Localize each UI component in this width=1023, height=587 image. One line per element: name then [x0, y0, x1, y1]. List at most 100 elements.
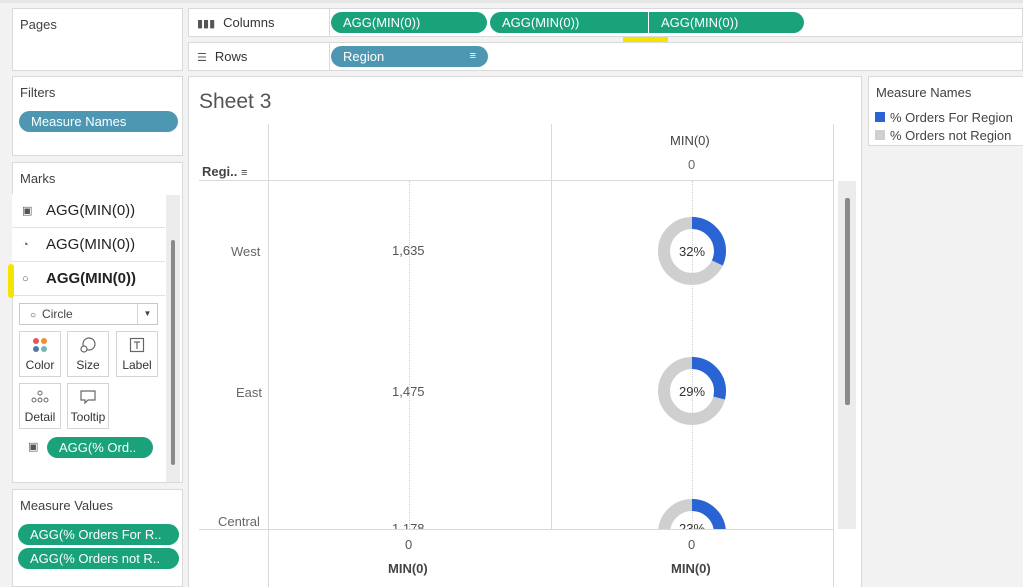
sheet-title: Sheet 3: [199, 90, 272, 113]
columns-pill-3[interactable]: AGG(MIN(0)): [649, 12, 804, 33]
top-strip: [0, 0, 1023, 3]
sort-icon: ≡: [469, 50, 476, 62]
legend-label: % Orders not Region: [890, 128, 1012, 143]
rows-label-text: Rows: [214, 49, 248, 64]
percent-label-central: 23%: [678, 521, 706, 529]
marks-scrollbar[interactable]: [171, 240, 175, 465]
measure-value-pill-for-region[interactable]: AGG(% Orders For R..: [18, 524, 179, 545]
rows-icon: ☰: [197, 52, 207, 64]
row-header-label: Regi..: [202, 164, 238, 179]
zero-line-left: [409, 181, 410, 529]
tooltip-icon: [68, 384, 108, 410]
donut-west[interactable]: [656, 215, 728, 287]
highlight-marker-top: [623, 35, 668, 45]
region-label-central: Central: [218, 514, 260, 529]
label-card-label: Label: [122, 358, 152, 372]
size-icon: [68, 332, 108, 358]
donut-central[interactable]: [656, 497, 728, 529]
circle-icon: ○: [30, 310, 37, 321]
filter-pill-measure-names[interactable]: Measure Names: [19, 111, 178, 132]
columns-icon: ▮▮▮: [197, 18, 216, 30]
marks-label-pill[interactable]: AGG(% Ord..: [47, 437, 153, 458]
columns-shelf-label: ▮▮▮ Columns: [189, 9, 330, 36]
label-card[interactable]: Label: [116, 331, 158, 377]
color-card-label: Color: [25, 358, 55, 372]
tooltip-card-label: Tooltip: [70, 410, 106, 424]
rows-pill-region[interactable]: Region ≡: [331, 46, 488, 67]
text-icon: ▣: [28, 441, 39, 453]
mark-type-dropdown[interactable]: ○ Circle ▼: [19, 303, 158, 325]
size-card-label: Size: [76, 358, 100, 372]
donut-region-slice: [658, 357, 726, 425]
pie-icon: ◔: [22, 239, 29, 251]
pane-divider-middle: [551, 124, 552, 529]
legend-label: % Orders For Region: [890, 110, 1013, 125]
donut-east[interactable]: [656, 355, 728, 427]
donut-region-slice: [658, 217, 726, 285]
value-west: 1,635: [392, 243, 425, 258]
sort-icon: ≡: [241, 167, 248, 179]
region-label-west: West: [231, 244, 261, 259]
color-icon: [20, 332, 60, 358]
bottom-axis-line: [199, 529, 833, 530]
legend-swatch-blue: [875, 112, 885, 122]
measure-value-pill-not-region[interactable]: AGG(% Orders not R..: [18, 548, 179, 569]
columns-pill-2[interactable]: AGG(MIN(0)): [490, 12, 648, 33]
legend-panel: Measure Names % Orders For Region % Orde…: [868, 76, 1023, 146]
percent-label-west: 32%: [678, 244, 706, 259]
marks-row-pie[interactable]: ◔ AGG(MIN(0)): [12, 228, 165, 262]
donut-region-slice: [658, 499, 726, 529]
marks-row-label: AGG(MIN(0)): [46, 202, 136, 219]
color-card[interactable]: Color: [19, 331, 61, 377]
label-icon: [117, 332, 157, 358]
column-header-top: MIN(0): [670, 133, 710, 148]
header-underline: [199, 180, 833, 181]
circle-icon: ○: [22, 273, 29, 285]
column-header-top-value: 0: [688, 157, 696, 172]
marks-row-text[interactable]: ▣ AGG(MIN(0)): [12, 194, 165, 228]
legend-title: Measure Names: [876, 85, 972, 100]
chevron-down-icon: ▼: [137, 304, 157, 324]
legend-item-for-region[interactable]: % Orders For Region: [875, 110, 1013, 125]
marks-row-label: AGG(MIN(0)): [46, 270, 136, 287]
detail-card[interactable]: Detail: [19, 383, 61, 429]
filters-panel[interactable]: Filters Measure Names: [12, 76, 183, 156]
rows-shelf[interactable]: ☰ Rows: [188, 42, 1023, 71]
pane-divider-left: [268, 124, 269, 587]
detail-card-label: Detail: [24, 410, 56, 424]
rows-pill-label: Region: [343, 49, 385, 64]
bottom-axis-left-value: 0: [405, 537, 413, 552]
tooltip-card[interactable]: Tooltip: [67, 383, 109, 429]
row-header[interactable]: Regi.. ≡: [202, 164, 247, 179]
sheet-scrollbar[interactable]: [845, 198, 850, 405]
pane-divider-right: [833, 124, 834, 587]
region-label-east: East: [236, 385, 263, 400]
bottom-axis-left-label: MIN(0): [388, 561, 428, 576]
percent-label-east: 29%: [678, 384, 706, 399]
columns-pill-1[interactable]: AGG(MIN(0)): [331, 12, 487, 33]
text-icon: ▣: [22, 205, 33, 217]
measure-values-panel: Measure Values AGG(% Orders For R.. AGG(…: [12, 489, 183, 587]
zero-line-right: [692, 181, 693, 529]
pages-title: Pages: [20, 17, 57, 32]
marks-row-label: AGG(MIN(0)): [46, 236, 136, 253]
bottom-axis-right-label: MIN(0): [671, 561, 711, 576]
size-card[interactable]: Size: [67, 331, 109, 377]
rows-shelf-label: ☰ Rows: [189, 43, 330, 70]
value-east: 1,475: [392, 384, 425, 399]
column-pill-separator: [648, 12, 649, 33]
legend-swatch-gray: [875, 130, 885, 140]
legend-item-not-region[interactable]: % Orders not Region: [875, 128, 1011, 143]
highlight-marker-left: [8, 264, 14, 298]
marks-row-circle[interactable]: ○ AGG(MIN(0)): [12, 262, 165, 296]
detail-icon: [20, 384, 60, 410]
marks-title: Marks: [20, 171, 56, 186]
columns-label-text: Columns: [223, 15, 275, 30]
mark-type-value: Circle: [42, 307, 73, 321]
measure-values-title: Measure Values: [20, 498, 113, 513]
value-central: 1,178: [392, 521, 425, 529]
sheet-view: [188, 76, 862, 587]
central-clip: 1,178 23%: [268, 181, 833, 529]
pages-panel[interactable]: Pages: [12, 8, 183, 71]
bottom-axis-right-value: 0: [688, 537, 696, 552]
